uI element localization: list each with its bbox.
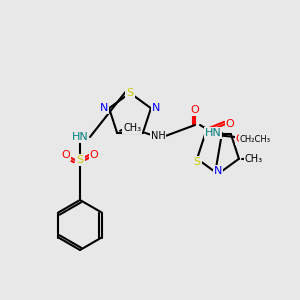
Text: O: O <box>226 119 234 129</box>
Text: S: S <box>194 157 201 167</box>
Text: O: O <box>190 105 200 115</box>
Text: HN: HN <box>205 128 221 138</box>
Text: NH: NH <box>151 131 165 141</box>
Text: O: O <box>90 150 98 160</box>
Text: O: O <box>61 150 70 160</box>
Text: CH₃: CH₃ <box>245 154 263 164</box>
Text: N: N <box>152 103 160 113</box>
Text: HN: HN <box>72 132 88 142</box>
Text: S: S <box>126 88 134 98</box>
Text: CH₃: CH₃ <box>123 123 141 133</box>
Text: N: N <box>214 166 222 176</box>
Text: N: N <box>100 103 108 113</box>
Text: S: S <box>76 155 84 165</box>
Text: CH₂CH₃: CH₂CH₃ <box>240 135 271 144</box>
Text: O: O <box>236 134 244 144</box>
